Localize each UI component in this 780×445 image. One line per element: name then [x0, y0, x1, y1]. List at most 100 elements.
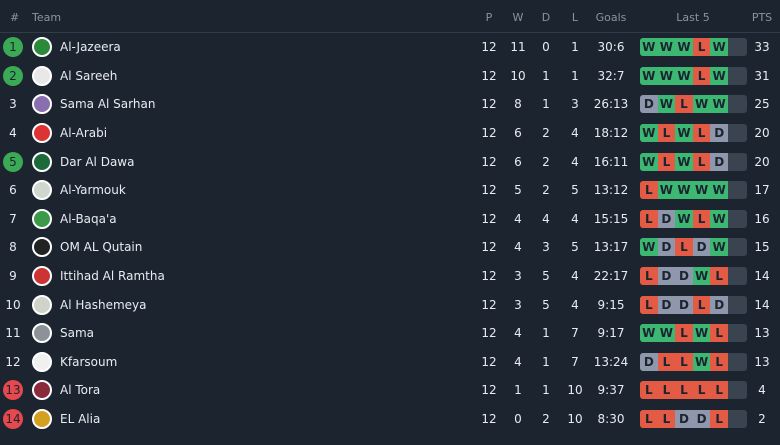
p-value: 12	[481, 297, 497, 312]
p-value: 12	[481, 412, 497, 427]
goals-value: 16:11	[593, 154, 629, 169]
form-result: W	[675, 152, 693, 171]
team-name[interactable]: Dar Al Dawa	[60, 154, 135, 169]
form-result: D	[657, 209, 676, 228]
goals-value: 22:17	[593, 269, 629, 284]
form-result: L	[710, 381, 728, 400]
team-name[interactable]: Ittihad Al Ramtha	[60, 269, 165, 284]
team-name[interactable]: Kfarsoum	[60, 354, 118, 369]
team-name[interactable]: EL Alia	[60, 412, 101, 427]
team-name[interactable]: Sama	[60, 326, 95, 341]
form-result: W	[710, 181, 728, 200]
team-name[interactable]: Al Tora	[60, 383, 101, 398]
table-row[interactable]: 14 EL Alia 12 0 2 10 8:30 2 L L D D L	[0, 405, 780, 434]
form-result: L	[640, 295, 658, 314]
p-value: 12	[481, 154, 497, 169]
form-result: L	[640, 181, 658, 200]
d-value: 4	[542, 211, 550, 226]
p-value: 12	[481, 40, 497, 55]
form-result: W	[692, 324, 711, 343]
header-l: L	[571, 11, 579, 24]
w-value: 6	[514, 154, 522, 169]
goals-value: 18:12	[593, 126, 629, 141]
w-value: 3	[514, 297, 522, 312]
form-result: W	[710, 38, 728, 57]
team-name[interactable]: Al Sareeh	[60, 68, 118, 83]
table-row[interactable]: 6 Al-Yarmouk 12 5 2 5 13:12 17 L W W W W	[0, 176, 780, 205]
position-badge: 6	[9, 183, 17, 198]
form-result: L	[692, 381, 711, 400]
team-logo-icon	[32, 237, 52, 258]
form-result: L	[657, 152, 676, 171]
w-value: 10	[510, 68, 526, 83]
form-result: W	[692, 181, 711, 200]
position-badge: 7	[9, 211, 17, 226]
l-value: 3	[571, 97, 579, 112]
team-name[interactable]: Al-Arabi	[60, 126, 108, 141]
w-value: 4	[514, 326, 522, 341]
table-row[interactable]: 13 Al Tora 12 1 1 10 9:37 4 L L L L L	[0, 376, 780, 405]
team-logo-icon	[32, 351, 52, 372]
table-row[interactable]: 11 Sama 12 4 1 7 9:17 13 W W L W L	[0, 319, 780, 348]
form-result: L	[710, 410, 728, 429]
team-logo-icon	[32, 151, 52, 172]
table-row[interactable]: 7 Al-Baqa'a 12 4 4 4 15:15 16 L D W L W	[0, 205, 780, 234]
w-value: 0	[514, 412, 522, 427]
form-result: W	[675, 181, 693, 200]
team-name[interactable]: OM AL Qutain	[60, 240, 143, 255]
p-value: 12	[481, 240, 497, 255]
table-row[interactable]: 12 Kfarsoum 12 4 1 7 13:24 13 D L L W L	[0, 348, 780, 377]
table-row[interactable]: 2 Al Sareeh 12 10 1 1 32:7 31 W W W L W	[0, 62, 780, 91]
team-logo-icon	[32, 123, 52, 144]
p-value: 12	[481, 269, 497, 284]
table-row[interactable]: 3 Sama Al Sarhan 12 8 1 3 26:13 25 D W L W W	[0, 90, 780, 119]
position-badge: 5	[3, 151, 23, 172]
team-name[interactable]: Al-Yarmouk	[60, 183, 126, 198]
pts-value: 16	[754, 211, 770, 226]
w-value: 4	[514, 211, 522, 226]
table-row[interactable]: 8 OM AL Qutain 12 4 3 5 13:17 15 W D L D W	[0, 233, 780, 262]
d-value: 2	[542, 183, 550, 198]
form-result: L	[710, 352, 728, 371]
d-value: 5	[542, 269, 550, 284]
pts-value: 14	[754, 269, 770, 284]
form-result: W	[692, 267, 711, 286]
team-name[interactable]: Al Hashemeya	[60, 297, 147, 312]
form-result: L	[675, 381, 693, 400]
form-result: D	[675, 267, 693, 286]
header-goals: Goals	[595, 11, 627, 24]
pts-value: 14	[754, 297, 770, 312]
team-name[interactable]: Al-Baqa'a	[60, 211, 117, 226]
p-value: 12	[481, 211, 497, 226]
pts-value: 17	[754, 183, 770, 198]
w-value: 4	[514, 354, 522, 369]
form-result: D	[710, 152, 728, 171]
form-result: L	[710, 267, 728, 286]
team-name[interactable]: Al-Jazeera	[60, 40, 121, 55]
position-badge: 11	[5, 326, 21, 341]
table-row[interactable]: 9 Ittihad Al Ramtha 12 3 5 4 22:17 14 L D D W L	[0, 262, 780, 291]
table-row[interactable]: 4 Al-Arabi 12 6 2 4 18:12 20 W L W L D	[0, 119, 780, 148]
form-result: D	[692, 410, 711, 429]
goals-value: 30:6	[597, 40, 625, 55]
form-result: D	[675, 410, 693, 429]
l-value: 5	[571, 183, 579, 198]
team-name[interactable]: Sama Al Sarhan	[60, 97, 156, 112]
d-value: 5	[542, 297, 550, 312]
form-result: L	[692, 295, 711, 314]
form-result: W	[640, 324, 658, 343]
d-value: 0	[542, 40, 550, 55]
p-value: 12	[481, 326, 497, 341]
table-row[interactable]: 5 Dar Al Dawa 12 6 2 4 16:11 20 W L W L D	[0, 147, 780, 176]
form-result: L	[640, 410, 658, 429]
pts-value: 2	[758, 412, 766, 427]
table-header: # Team P W D L Goals Last 5 PTS	[0, 0, 780, 33]
pts-value: 31	[754, 68, 770, 83]
form-result: L	[640, 267, 658, 286]
table-row[interactable]: 10 Al Hashemeya 12 3 5 4 9:15 14 L D D L D	[0, 290, 780, 319]
table-row[interactable]: 1 Al-Jazeera 12 11 0 1 30:6 33 W W W L W	[0, 33, 780, 62]
team-logo-icon	[32, 323, 52, 344]
